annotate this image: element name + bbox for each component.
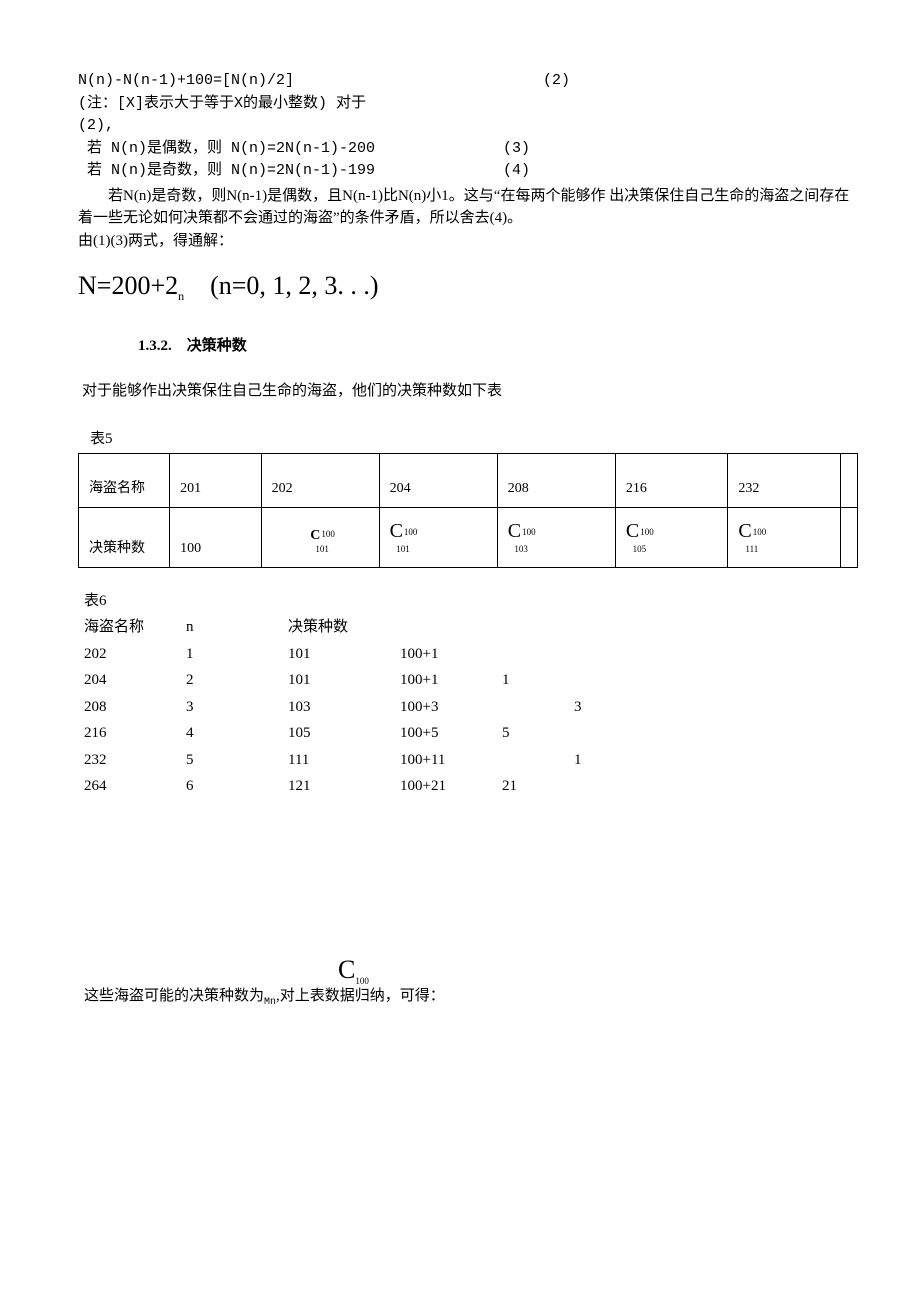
table6: 表6 海盗名称 n 决策种数 202 1 101 100+1 204 2 101… <box>78 588 640 800</box>
t5-r1-c3: 204 <box>379 453 497 507</box>
note-line-1: (注：[X]表示大于等于X的最小整数) 对于 <box>78 93 850 116</box>
eq4-lhs: 若 N(n)是奇数，则 N(n)=2N(n-1)-199 <box>78 160 375 183</box>
t5-r1-c2: 202 <box>261 453 379 507</box>
t5-r2-c1: 100 <box>170 507 262 567</box>
section-heading-132: 1.3.2. 决策种数 <box>138 335 850 358</box>
equation-3: 若 N(n)是偶数，则 N(n)=2N(n-1)-200 (3) <box>78 138 850 161</box>
t5-r1-c7 <box>841 453 858 507</box>
t6-caption-row: 表6 <box>78 588 640 615</box>
t5-r1-c6: 232 <box>728 453 841 507</box>
table5: 海盗名称 201 202 204 208 216 232 决策种数 100 C1… <box>78 453 858 568</box>
t6-row-1: 202 1 101 100+1 <box>78 641 640 668</box>
t6-caption: 表6 <box>78 588 180 615</box>
table5-row-names: 海盗名称 201 202 204 208 216 232 <box>79 453 858 507</box>
formula-main: N=200+2 <box>78 271 178 300</box>
table5-row-counts: 决策种数 100 C100101 C100101 C100103 C100105… <box>79 507 858 567</box>
formula-tail: (n=0, 1, 2, 3. . .) <box>184 271 378 300</box>
bottom-line: 这些海盗可能的决策种数为Mn,对上表数据归纳，可得： <box>84 985 850 1010</box>
t5-r2-c6: C100111 <box>728 507 841 567</box>
t6-header-row: 海盗名称 n 决策种数 <box>78 614 640 641</box>
bottom-msub: Mn <box>264 997 276 1008</box>
paragraph-derive: 由(1)(3)两式，得通解： <box>78 230 850 253</box>
eq2-lhs: N(n)-N(n-1)+100=[N(n)/2] <box>78 70 294 93</box>
big-c-symbol: C100 <box>338 950 369 989</box>
equation-4: 若 N(n)是奇数，则 N(n)=2N(n-1)-199 (4) <box>78 160 850 183</box>
eq3-num: (3) <box>503 138 530 161</box>
t6-head-n: n <box>180 614 282 641</box>
bottom-post: ,对上表数据归纳，可得： <box>276 988 445 1004</box>
t6-row-3: 208 3 103 100+3 3 <box>78 694 640 721</box>
t6-row-4: 216 4 105 100+5 5 <box>78 720 640 747</box>
t5-r2-c3: C100101 <box>379 507 497 567</box>
t5-r2-c4: C100103 <box>497 507 615 567</box>
t5-r1-c1: 201 <box>170 453 262 507</box>
t6-head-decision: 决策种数 <box>282 614 394 641</box>
t5-r2-label: 决策种数 <box>79 507 170 567</box>
t5-r1-label: 海盗名称 <box>79 453 170 507</box>
t5-r2-c7 <box>841 507 858 567</box>
eq4-num: (4) <box>503 160 530 183</box>
t5-r2-c2: C100101 <box>261 507 379 567</box>
t6-row-6: 264 6 121 100+21 21 <box>78 773 640 800</box>
paragraph-intro: 对于能够作出决策保住自己生命的海盗，他们的决策种数如下表 <box>82 380 850 403</box>
bottom-pre: 这些海盗可能的决策种数为 <box>84 988 264 1004</box>
paragraph-odd: 若N(n)是奇数，则N(n-1)是偶数，且N(n-1)比N(n)小1。这与“在每… <box>78 185 850 230</box>
table5-caption: 表5 <box>90 428 850 451</box>
t5-r2-c5: C100105 <box>615 507 728 567</box>
t6-head-pirate: 海盗名称 <box>78 614 180 641</box>
t5-r1-c5: 216 <box>615 453 728 507</box>
eq3-lhs: 若 N(n)是偶数，则 N(n)=2N(n-1)-200 <box>78 138 375 161</box>
bottom-block: C100 这些海盗可能的决策种数为Mn,对上表数据归纳，可得： <box>78 950 850 1011</box>
formula-general-solution: N=200+2n (n=0, 1, 2, 3. . .) <box>78 266 850 305</box>
t6-row-5: 232 5 111 100+11 1 <box>78 747 640 774</box>
equation-2: N(n)-N(n-1)+100=[N(n)/2] (2) <box>78 70 850 93</box>
t6-row-2: 204 2 101 100+1 1 <box>78 667 640 694</box>
t5-r1-c4: 208 <box>497 453 615 507</box>
note-line-2: (2), <box>78 115 850 138</box>
eq2-num: (2) <box>543 70 570 93</box>
